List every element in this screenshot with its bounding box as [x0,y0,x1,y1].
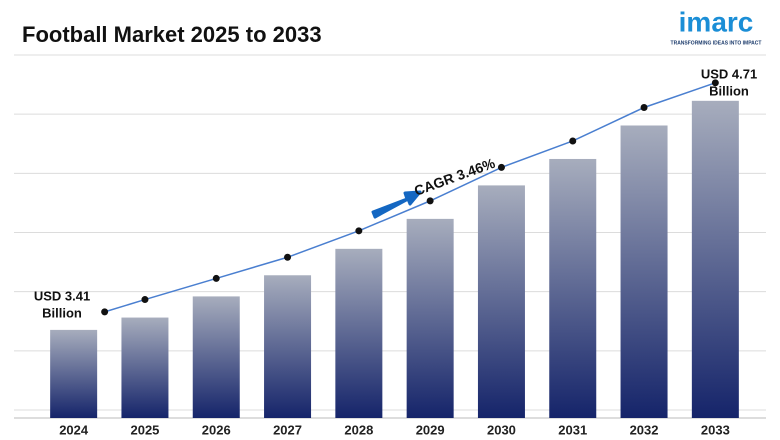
x-tick-label: 2031 [558,422,587,437]
trend-point [569,137,577,145]
trend-point [497,163,505,171]
logo-tagline: TRANSFORMING IDEAS INTO IMPACT [671,40,762,46]
logo: imarc [679,6,754,37]
bar [691,100,739,418]
bar [620,125,668,418]
start-label: USD 3.41 [34,288,90,303]
trend-point [101,308,109,316]
bar [50,329,98,418]
trend-point [284,253,292,261]
bar [121,317,169,418]
bar [264,275,312,418]
cagr-arrow [371,190,422,219]
x-tick-label: 2024 [59,422,89,437]
start-label: Billion [42,305,82,320]
bar [192,296,240,418]
bar [477,185,525,418]
trend-point [640,103,648,111]
trend-point [711,79,719,87]
chart-title: Football Market 2025 to 2033 [22,22,322,47]
x-tick-label: 2033 [701,422,730,437]
x-tick-label: 2025 [130,422,159,437]
trend-point [212,274,220,282]
end-label: Billion [709,83,749,98]
x-tick-label: 2027 [273,422,302,437]
trend-point [141,296,149,304]
trend-line [104,82,716,313]
bar [549,158,597,419]
x-tick-label: 2029 [416,422,445,437]
bar [335,248,383,418]
end-label: USD 4.71 [701,66,757,81]
x-tick-label: 2028 [344,422,373,437]
bar [406,218,454,418]
trend-point [355,227,363,235]
x-tick-label: 2030 [487,422,516,437]
x-tick-label: 2032 [630,422,659,437]
trend-point [426,197,434,205]
x-tick-label: 2026 [202,422,231,437]
